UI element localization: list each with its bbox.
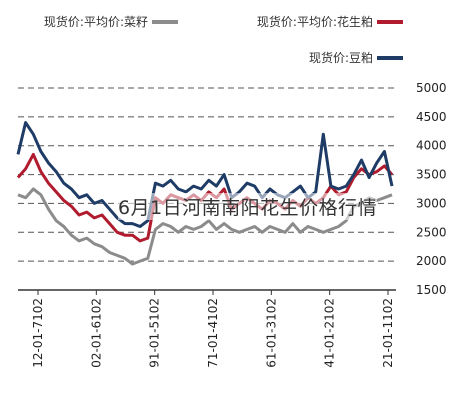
y-tick-label: 2500: [416, 225, 447, 239]
x-tick-label: 71-01-4102: [206, 298, 220, 368]
series-line-2: [16, 121, 394, 228]
x-tick-label: 91-01-5102: [148, 298, 162, 368]
legend-label: 现货价:平均价:花生粕: [257, 14, 373, 29]
x-tick-label: 61-01-3102: [264, 298, 278, 368]
overlay-caption: 6月1日河南南阳花生价格行情: [118, 193, 378, 220]
y-tick-label: 1500: [416, 283, 447, 297]
y-tick-label: 5000: [416, 81, 447, 95]
x-tick-label: 21-01-1102: [381, 298, 395, 368]
x-tick-label: 41-01-2102: [323, 298, 337, 368]
y-tick-label: 3500: [416, 168, 447, 182]
x-tick-label: 02-01-6102: [89, 298, 103, 368]
y-tick-label: 3000: [416, 196, 447, 210]
series-line-0: [17, 187, 393, 266]
y-tick-label: 2000: [416, 254, 447, 268]
x-tick-label: 12-01-7102: [31, 298, 45, 368]
y-tick-label: 4000: [416, 139, 447, 153]
legend-label: 现货价:豆粕: [309, 50, 373, 65]
legend-label: 现货价:平均价:菜籽: [44, 14, 148, 29]
y-tick-label: 4500: [416, 110, 447, 124]
